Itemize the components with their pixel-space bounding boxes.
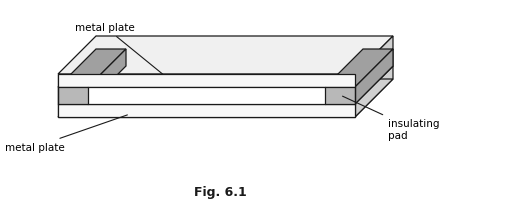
Polygon shape bbox=[355, 50, 393, 104]
Polygon shape bbox=[88, 50, 126, 104]
Polygon shape bbox=[58, 75, 355, 88]
Polygon shape bbox=[325, 88, 355, 104]
Polygon shape bbox=[58, 50, 126, 88]
Text: metal plate: metal plate bbox=[5, 115, 127, 152]
Polygon shape bbox=[58, 80, 393, 118]
Polygon shape bbox=[58, 88, 88, 104]
Text: Fig. 6.1: Fig. 6.1 bbox=[194, 186, 246, 198]
Polygon shape bbox=[58, 37, 393, 75]
Polygon shape bbox=[58, 75, 355, 88]
Polygon shape bbox=[58, 104, 355, 118]
Polygon shape bbox=[355, 67, 393, 118]
Polygon shape bbox=[88, 88, 325, 104]
Text: metal plate: metal plate bbox=[75, 23, 163, 75]
Polygon shape bbox=[325, 88, 355, 104]
Text: insulating
pad: insulating pad bbox=[343, 97, 439, 140]
Polygon shape bbox=[355, 50, 393, 104]
Polygon shape bbox=[58, 88, 88, 104]
Polygon shape bbox=[325, 50, 393, 88]
Polygon shape bbox=[58, 104, 355, 118]
Polygon shape bbox=[355, 37, 393, 88]
